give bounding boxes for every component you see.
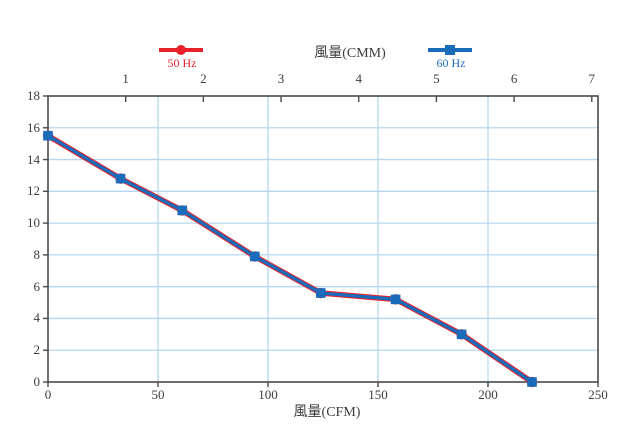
y-tick-label: 8 xyxy=(33,246,41,262)
data-point-60hz xyxy=(456,329,467,340)
y-tick-label: 16 xyxy=(27,119,40,135)
y-tick-label: 0 xyxy=(33,374,41,389)
legend-60hz-label: 60 Hz xyxy=(436,56,466,70)
top-tick-label: 1 xyxy=(122,71,129,86)
y-tick-label: 4 xyxy=(33,310,41,326)
legend-60hz-marker-icon xyxy=(428,44,472,56)
data-point-60hz xyxy=(390,294,401,305)
y-tick-label: 2 xyxy=(33,342,41,358)
series-line-50hz xyxy=(45,132,535,385)
top-tick-label: 2 xyxy=(200,71,207,86)
top-tick-label: 7 xyxy=(588,71,596,86)
x-axis-title: 風量(CFM) xyxy=(293,405,361,420)
y-tick-label: 18 xyxy=(27,88,40,103)
top-axis-title: 風量(CMM) xyxy=(314,46,386,61)
y-tick-label: 10 xyxy=(27,215,40,231)
x-tick-label: 50 xyxy=(151,387,165,402)
data-point-60hz xyxy=(43,130,53,141)
series-line-60hz xyxy=(46,134,534,384)
top-tick-label: 5 xyxy=(433,71,440,86)
data-point-60hz xyxy=(250,251,260,262)
legend-50hz-marker-icon xyxy=(159,44,203,56)
x-tick-label: 150 xyxy=(368,387,388,402)
top-tick-label: 3 xyxy=(277,71,285,86)
top-tick-label: 6 xyxy=(510,71,518,86)
x-tick-label: 200 xyxy=(478,387,498,402)
data-point-60hz xyxy=(527,377,537,387)
legend-50hz-label: 50 Hz xyxy=(167,56,197,70)
data-point-60hz xyxy=(177,205,187,216)
plot-border xyxy=(47,95,599,383)
top-tick-label: 4 xyxy=(355,71,362,86)
legend-60hz-square-icon xyxy=(445,45,455,55)
data-point-60hz xyxy=(316,288,326,298)
y-tick-label: 14 xyxy=(27,151,40,167)
legend-50hz-circle-icon xyxy=(176,45,186,55)
x-tick-label: 250 xyxy=(588,387,608,402)
y-tick-label: 12 xyxy=(27,183,40,199)
x-tick-label: 0 xyxy=(44,387,52,402)
y-tick-label: 6 xyxy=(33,278,41,294)
data-point-60hz xyxy=(115,173,126,184)
x-tick-label: 100 xyxy=(258,387,278,402)
